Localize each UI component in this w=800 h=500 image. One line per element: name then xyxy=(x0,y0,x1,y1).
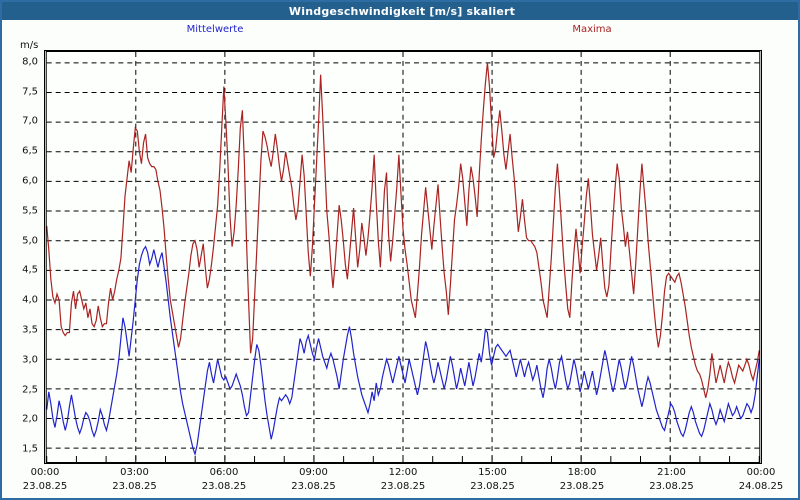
y-axis-tick-labels: 1,5 2,0 2,5 3,0 3,5 4,0 4,5 5,0 5,5 6,0 6,5 7,0 7,5 8… xyxy=(2,50,42,464)
y-tick-label: 5,5 xyxy=(22,205,38,217)
y-tick-label: 5,0 xyxy=(22,235,38,247)
plot-background xyxy=(45,51,761,463)
x-tick-date: 23.08.25 xyxy=(559,481,605,492)
x-tick-date: 23.08.25 xyxy=(470,481,515,492)
y-tick-label: 4,5 xyxy=(22,264,38,276)
x-tick-date: 23.08.25 xyxy=(22,481,68,492)
x-tick-label: 12:00 23.08.25 xyxy=(381,466,426,494)
x-tick-time: 18:00 xyxy=(567,467,597,478)
window-title-bar: Windgeschwindigkeit [m/s] skaliert xyxy=(2,2,798,20)
y-tick-label: 3,5 xyxy=(22,324,38,336)
y-tick-label: 7,0 xyxy=(22,115,38,127)
x-tick-time: 09:00 xyxy=(299,467,328,478)
x-tick-label: 15:00 23.08.25 xyxy=(470,466,515,494)
plot-area xyxy=(44,50,762,464)
x-tick-time: 00:00 xyxy=(30,467,60,478)
x-tick-date: 24.08.25 xyxy=(738,481,784,492)
series-line-mittelwerte xyxy=(46,245,760,457)
y-tick-label: 7,5 xyxy=(22,86,38,98)
x-tick-date: 23.08.25 xyxy=(380,481,426,492)
y-tick-label: 6,0 xyxy=(22,175,38,187)
y-tick-label: 6,5 xyxy=(22,145,38,157)
legend-item-mittelwerte: Mittelwerte xyxy=(186,24,244,35)
y-tick-label: 1,5 xyxy=(22,443,38,455)
x-tick-label: 21:00 23.08.25 xyxy=(649,466,694,494)
legend-item-maxima: Maxima xyxy=(572,24,612,35)
y-tick-label: 8,0 xyxy=(22,56,38,68)
x-tick-time: 06:00 xyxy=(209,467,239,478)
y-tick-label: 2,5 xyxy=(22,384,38,396)
x-tick-label: 18:00 23.08.25 xyxy=(560,466,605,494)
y-axis-unit-label: m/s xyxy=(20,40,39,51)
x-tick-label: 00:00 24.08.25 xyxy=(739,466,784,494)
x-tick-label: 09:00 23.08.25 xyxy=(291,466,336,494)
y-tick-label: 2,0 xyxy=(22,413,38,425)
series-line-maxima xyxy=(46,62,760,398)
x-tick-label: 06:00 23.08.25 xyxy=(202,466,247,494)
x-axis-tick-labels: 00:00 23.08.25 03:00 23.08.25 06:00 23.08.25 0… xyxy=(2,466,798,498)
x-tick-date: 23.08.25 xyxy=(201,481,247,492)
x-tick-label: 00:00 23.08.25 xyxy=(23,466,68,494)
x-tick-time: 12:00 xyxy=(388,467,418,478)
x-tick-time: 15:00 xyxy=(478,467,507,478)
y-tick-label: 3,0 xyxy=(22,354,38,366)
x-tick-time: 21:00 xyxy=(657,467,686,478)
y-tick-label: 4,0 xyxy=(22,294,38,306)
x-tick-date: 23.08.25 xyxy=(291,481,336,492)
vertical-gridlines xyxy=(135,51,671,463)
x-tick-date: 23.08.25 xyxy=(649,481,694,492)
x-tick-time: 00:00 xyxy=(746,467,776,478)
chart-canvas xyxy=(44,50,762,464)
chart-legend: Mittelwerte Maxima xyxy=(2,24,798,38)
x-tick-label: 03:00 23.08.25 xyxy=(112,466,157,494)
x-tick-date: 23.08.25 xyxy=(112,481,157,492)
page-title: Windgeschwindigkeit [m/s] skaliert xyxy=(288,4,516,18)
x-tick-time: 03:00 xyxy=(120,467,149,478)
plot-border xyxy=(45,51,761,463)
